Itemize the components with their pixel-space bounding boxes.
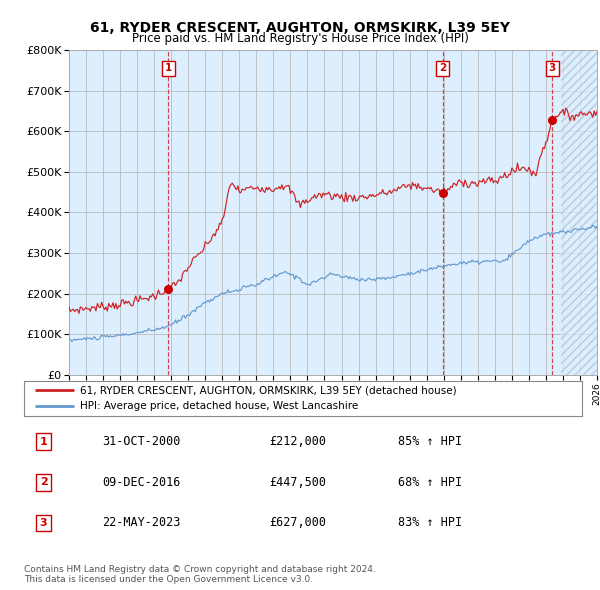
Text: Contains HM Land Registry data © Crown copyright and database right 2024.
This d: Contains HM Land Registry data © Crown c… [24, 565, 376, 584]
Text: Price paid vs. HM Land Registry's House Price Index (HPI): Price paid vs. HM Land Registry's House … [131, 32, 469, 45]
Text: 61, RYDER CRESCENT, AUGHTON, ORMSKIRK, L39 5EY: 61, RYDER CRESCENT, AUGHTON, ORMSKIRK, L… [90, 21, 510, 35]
Text: 68% ↑ HPI: 68% ↑ HPI [398, 476, 462, 489]
Text: 2: 2 [439, 63, 446, 73]
Text: 31-OCT-2000: 31-OCT-2000 [102, 435, 181, 448]
Text: 22-MAY-2023: 22-MAY-2023 [102, 516, 181, 529]
Text: 3: 3 [549, 63, 556, 73]
Text: 2: 2 [40, 477, 47, 487]
Text: 61, RYDER CRESCENT, AUGHTON, ORMSKIRK, L39 5EY (detached house): 61, RYDER CRESCENT, AUGHTON, ORMSKIRK, L… [80, 385, 457, 395]
Text: £212,000: £212,000 [269, 435, 326, 448]
Text: 1: 1 [40, 437, 47, 447]
Text: HPI: Average price, detached house, West Lancashire: HPI: Average price, detached house, West… [80, 401, 358, 411]
Text: 1: 1 [164, 63, 172, 73]
Bar [561, 50, 600, 375]
Text: £447,500: £447,500 [269, 476, 326, 489]
Bar [69, 50, 561, 375]
Text: 09-DEC-2016: 09-DEC-2016 [102, 476, 181, 489]
Text: 85% ↑ HPI: 85% ↑ HPI [398, 435, 462, 448]
Text: 3: 3 [40, 518, 47, 528]
Text: £627,000: £627,000 [269, 516, 326, 529]
Text: 83% ↑ HPI: 83% ↑ HPI [398, 516, 462, 529]
